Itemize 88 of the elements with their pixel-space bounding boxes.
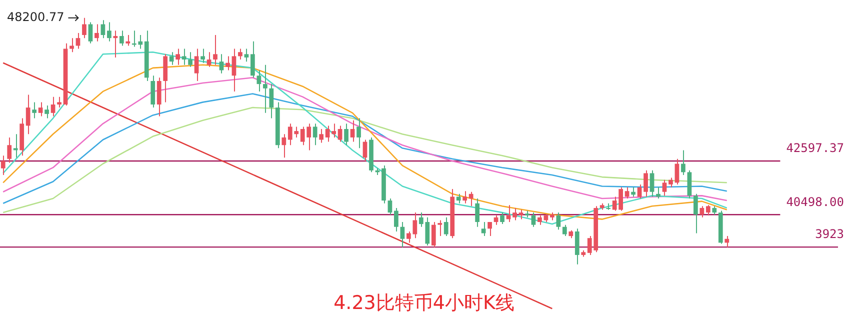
candlestick	[656, 186, 660, 199]
candlestick	[194, 48, 199, 82]
candlestick	[88, 22, 93, 44]
candlestick	[512, 207, 517, 221]
candlestick	[119, 30, 124, 46]
candlestick	[250, 40, 255, 78]
candlestick	[562, 224, 567, 237]
candlestick	[32, 102, 36, 119]
candlestick	[107, 22, 112, 42]
candlestick	[269, 84, 274, 119]
candlestick	[574, 228, 580, 265]
candlestick	[538, 214, 542, 226]
candlestick	[462, 190, 468, 204]
candlestick	[200, 48, 205, 64]
candlestick	[82, 17, 86, 39]
candlestick	[338, 125, 342, 142]
candlestick	[488, 222, 492, 237]
candlestick	[0, 155, 6, 176]
ref-line-label: 40498.00	[786, 194, 844, 209]
candlestick	[113, 30, 118, 58]
candlestick	[456, 193, 461, 204]
candlestick	[668, 177, 673, 188]
candlestick	[213, 34, 218, 66]
candlestick	[631, 186, 636, 198]
candlestick	[312, 123, 318, 146]
candlestick	[394, 207, 398, 232]
candlestick	[400, 222, 405, 248]
candlestick	[444, 216, 448, 237]
candlestick	[319, 128, 324, 144]
candlestick	[206, 52, 212, 68]
candlestick	[57, 96, 62, 108]
candlestick	[44, 105, 49, 119]
candlestick	[481, 222, 486, 237]
candlestick	[388, 198, 392, 216]
candlestick	[76, 32, 80, 50]
candlestick	[26, 94, 30, 135]
candlestick	[644, 170, 648, 198]
candlestick	[70, 38, 74, 53]
candlestick	[438, 220, 442, 237]
candlestick	[188, 52, 192, 68]
candlestick	[700, 206, 704, 218]
candlestick	[468, 191, 474, 207]
candlestick	[681, 150, 686, 176]
candlestick	[232, 48, 236, 92]
candlestick	[494, 214, 498, 226]
candlestick	[256, 70, 262, 92]
candlestick	[431, 222, 436, 248]
candlestick	[100, 20, 106, 39]
candlestick	[244, 48, 249, 62]
candlestick	[13, 134, 18, 158]
candlestick	[226, 56, 230, 71]
candlestick	[362, 139, 368, 162]
candlestick	[126, 34, 130, 46]
candlestick	[150, 75, 156, 108]
candlestick	[219, 54, 224, 74]
candlestick	[350, 120, 355, 142]
candlestick	[38, 102, 43, 117]
candlestick	[724, 236, 730, 248]
candlestick	[169, 52, 174, 66]
candlestick	[662, 179, 667, 196]
candlestick	[500, 212, 504, 225]
candlestick	[238, 48, 242, 60]
candlestick	[182, 48, 186, 66]
candlestick	[556, 212, 561, 230]
candlestick	[50, 96, 56, 117]
candlestick	[650, 170, 654, 198]
candlestick	[262, 64, 268, 114]
candlestick	[176, 48, 180, 66]
candlestick	[156, 77, 162, 117]
candlestick	[706, 204, 710, 216]
candlestick	[325, 125, 330, 142]
candlestick	[94, 24, 99, 42]
text: 3923	[815, 227, 844, 242]
candlestick	[674, 158, 680, 185]
candlestick	[7, 136, 12, 164]
candlestick	[531, 212, 536, 228]
candlestick	[356, 118, 361, 149]
candlestick	[694, 193, 698, 234]
text: 4.23比特币4小时K线	[332, 291, 516, 316]
candlestick	[687, 170, 692, 199]
candlestick	[344, 123, 348, 146]
candlestick	[624, 186, 630, 199]
annotation: 48200.77	[6, 10, 64, 24]
ref-line-label: 42597.37	[786, 141, 844, 156]
candlestick	[475, 198, 480, 228]
candlestick	[518, 209, 524, 220]
candlestick	[332, 123, 336, 138]
candlestick	[282, 134, 286, 158]
